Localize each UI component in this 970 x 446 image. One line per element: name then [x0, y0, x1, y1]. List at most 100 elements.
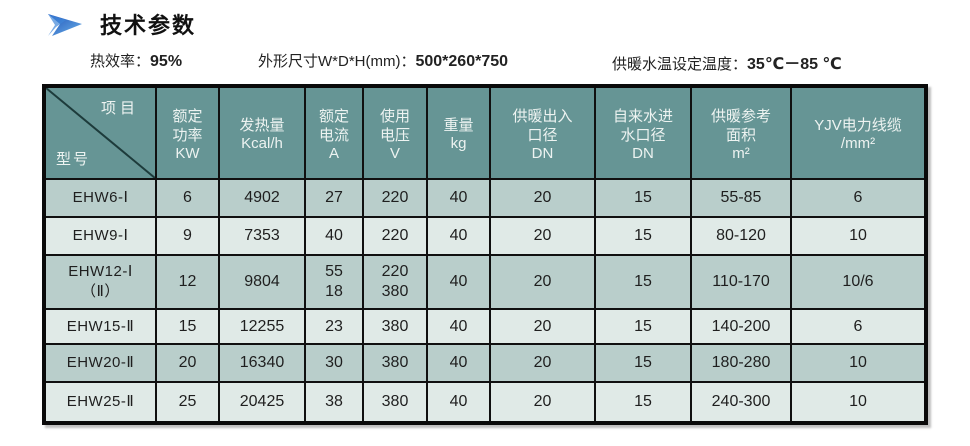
column-header-content: 额定 功率 KW — [157, 98, 218, 169]
spec-value: 95% — [150, 53, 183, 70]
value-cell: 20425 — [218, 381, 306, 424]
table-row: EHW25-Ⅱ 25 20425 38 380 40 20 15 240-300 10 — [43, 381, 927, 424]
column-header: 发热量 Kcal/h — [218, 85, 306, 180]
value-line: 40 — [449, 189, 468, 206]
value-cell: 6 — [155, 178, 220, 218]
value-line: 10 — [849, 227, 867, 244]
column-title: 自来水进 水口径 — [613, 107, 673, 145]
column-unit: DN — [632, 144, 654, 162]
value-line: 20 — [533, 393, 552, 410]
model-line: EHW9-Ⅰ — [72, 227, 129, 244]
column-unit: V — [389, 144, 400, 162]
value-line: 7353 — [244, 227, 280, 244]
value-line: 23 — [325, 317, 343, 335]
column-title-line: 发热量 — [239, 117, 285, 134]
column-header: 额定 功率 KW — [155, 85, 220, 180]
model-cell: EHW6-Ⅰ — [43, 178, 157, 218]
value-cell: 15 — [594, 178, 692, 218]
table-row: EHW15-Ⅱ 15 12255 23 380 40 20 15 140-200 6 — [43, 308, 927, 345]
model-line: EHW15-Ⅱ — [66, 317, 135, 335]
value-cell: 12 — [155, 254, 220, 310]
column-header-content: 重量 kg — [428, 107, 489, 159]
value-line: 110-170 — [712, 273, 770, 290]
value-line: 20 — [533, 354, 552, 371]
model-line: EHW12-Ⅰ — [68, 263, 133, 280]
value-line: 220 — [381, 189, 409, 206]
corner-label-model: 型号 — [56, 151, 91, 168]
value-line: 20 — [533, 189, 552, 206]
column-header: 使用 电压 V — [362, 85, 428, 180]
value-line: 15 — [634, 393, 652, 410]
value-cell: 220 380 — [362, 254, 428, 310]
value-cell: 40 — [426, 308, 491, 345]
value-cell: 55-85 — [690, 178, 792, 218]
value-cell: 6 — [790, 178, 927, 218]
value-line: 25 — [178, 393, 197, 410]
corner-label-item: 项目 — [100, 100, 139, 117]
value-cell: 15 — [594, 343, 692, 383]
column-title-line: YJV电力线缆 — [814, 117, 902, 134]
value-cell: 40 — [426, 216, 491, 256]
value-cell: 20 — [489, 343, 596, 383]
value-line: 240-300 — [711, 393, 771, 410]
value-line: 40 — [325, 227, 343, 244]
column-header-content: YJV电力线缆/mm² — [792, 107, 924, 159]
column-unit: KW — [175, 144, 200, 162]
value-line: 30 — [325, 354, 343, 371]
value-cell: 110-170 — [690, 254, 792, 310]
spec-label: 供暖水温设定温度： — [612, 56, 748, 73]
spec-water-temp: 供暖水温设定温度：35℃－85 ℃ — [612, 50, 842, 74]
value-line: 220 — [381, 263, 409, 280]
model-cell: EHW15-Ⅱ — [43, 308, 157, 345]
column-title-line: 额定 — [318, 107, 349, 125]
value-cell: 20 — [489, 308, 596, 345]
value-line: 20 — [533, 227, 552, 244]
value-cell: 80-120 — [690, 216, 792, 256]
value-cell: 20 — [489, 216, 596, 256]
value-cell: 20 — [489, 178, 596, 218]
value-line: 15 — [178, 317, 197, 335]
value-cell: 10 — [790, 216, 927, 256]
value-line: 15 — [634, 189, 652, 206]
value-line: 10 — [849, 393, 867, 410]
table-row: EHW6-Ⅰ 6 4902 27 220 40 20 15 55-85 6 — [43, 178, 927, 218]
table-body: EHW6-Ⅰ 6 4902 27 220 40 20 15 55-85 6 EHW9-Ⅰ 9 7353 4… — [43, 178, 927, 424]
value-cell: 27 — [304, 178, 364, 218]
value-line: 6 — [183, 189, 192, 206]
column-title-line: 电压 — [379, 126, 410, 144]
column-header-content: 供暖参考 面积 m² — [692, 98, 790, 169]
column-unit: DN — [531, 144, 554, 162]
value-line: 6 — [853, 189, 863, 206]
column-title-line: 重量 — [443, 117, 474, 134]
value-cell: 10 — [790, 381, 927, 424]
spec-value: 500*260*750 — [415, 53, 509, 70]
model-cell: EHW9-Ⅰ — [43, 216, 157, 256]
value-cell: 20 — [489, 381, 596, 424]
column-title-line: 电流 — [318, 126, 349, 144]
value-line: 9 — [183, 227, 192, 244]
value-line: 40 — [449, 227, 468, 244]
model-line: EHW25-Ⅱ — [66, 393, 135, 410]
value-cell: 12255 — [218, 308, 306, 345]
spec-dimensions: 外形尺寸W*D*H(mm)：500*260*750 — [258, 50, 508, 71]
spec-efficiency: 热效率：95% — [90, 50, 182, 71]
model-cell: EHW12-Ⅰ （Ⅱ） — [43, 254, 157, 310]
column-header: 额定 电流 A — [304, 85, 364, 180]
column-header: 重量 kg — [426, 85, 491, 180]
value-line: 20 — [533, 317, 552, 335]
spec-value: 35℃－85 ℃ — [747, 56, 842, 73]
value-cell: 220 — [362, 216, 428, 256]
value-cell: 40 — [426, 343, 491, 383]
column-unit: /mm² — [840, 135, 876, 152]
value-cell: 240-300 — [690, 381, 792, 424]
column-title-line: 自来水进 — [612, 107, 673, 125]
column-title-line: 使用 — [379, 107, 410, 125]
value-line: 20425 — [239, 393, 285, 410]
value-line: 380 — [381, 283, 409, 300]
table-row: EHW12-Ⅰ （Ⅱ） 12 9804 55 18 220 380 40 20 15 110-170 1… — [43, 254, 927, 310]
value-cell: 380 — [362, 381, 428, 424]
column-title: 额定 电流 — [319, 107, 349, 145]
value-line: 80-120 — [716, 227, 766, 244]
spec-label: 热效率： — [90, 53, 151, 70]
value-line: 16340 — [239, 354, 285, 371]
